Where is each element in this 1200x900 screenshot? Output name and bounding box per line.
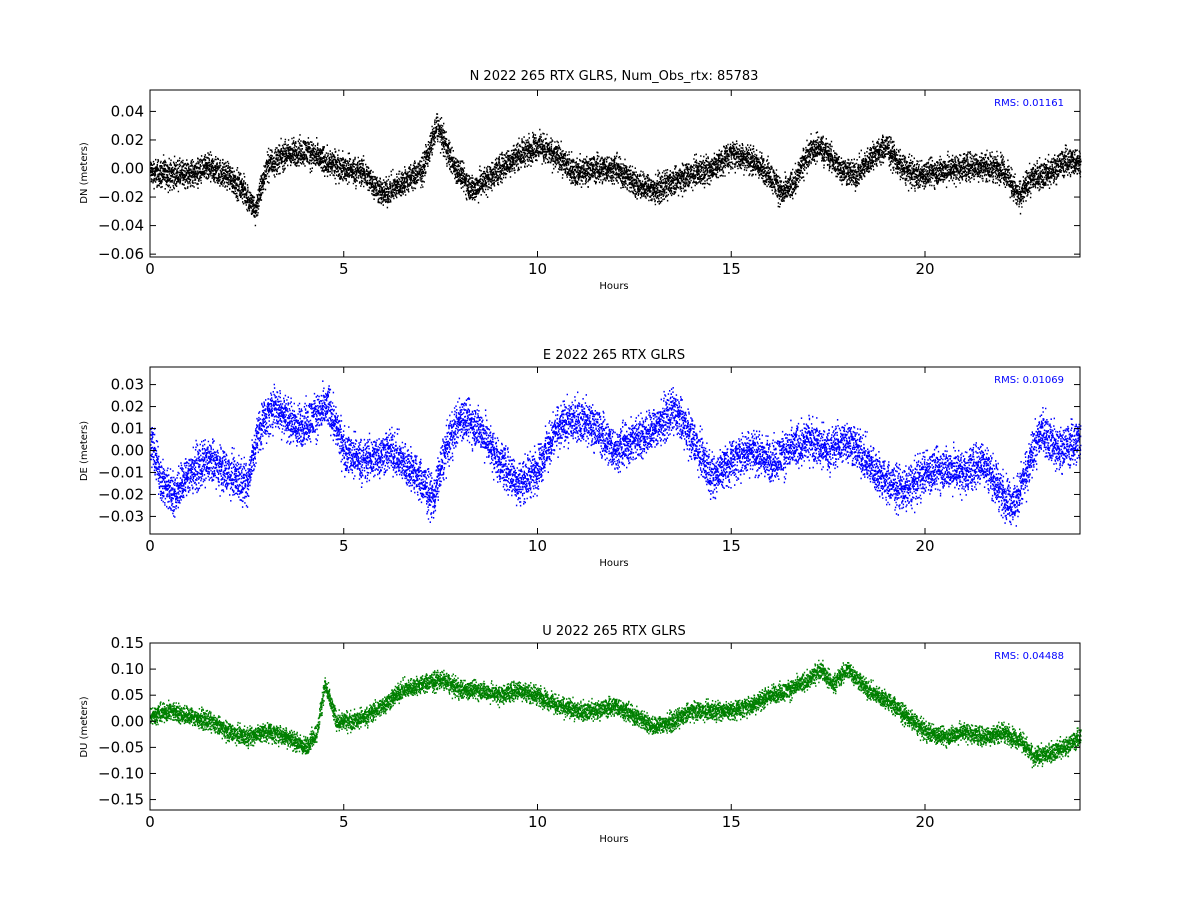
east-xtick-label: 0 xyxy=(145,537,155,555)
north-point-batch xyxy=(821,134,1048,215)
east-x-axis-label: Hours xyxy=(599,558,628,569)
up-point-batch xyxy=(149,677,376,755)
east-xtick-label: 20 xyxy=(915,537,934,555)
north-xtick-label: 0 xyxy=(145,260,155,278)
up-points xyxy=(149,659,1082,769)
east-point-batch xyxy=(150,380,376,518)
north-ytick-label: 0.00 xyxy=(111,160,144,178)
up-xtick-label: 0 xyxy=(145,813,155,831)
east-rms-label: RMS: 0.01069 xyxy=(994,375,1064,386)
north-x-axis-label: Hours xyxy=(599,281,628,292)
north-xtick-label: 10 xyxy=(528,260,547,278)
east-point-batch xyxy=(1045,417,1082,475)
north-rms-label: RMS: 0.01161 xyxy=(994,98,1064,109)
east-point-batch xyxy=(597,387,824,500)
east-ytick-label: −0.02 xyxy=(98,485,144,503)
up-axes-frame xyxy=(149,642,1081,811)
up-ytick-label: −0.15 xyxy=(98,791,144,809)
up-point-batch xyxy=(1046,727,1082,764)
north-ytick-label: 0.02 xyxy=(111,131,144,149)
east-ytick-label: 0.01 xyxy=(111,420,144,438)
up-xtick-label: 20 xyxy=(915,813,934,831)
north-xtick-label: 20 xyxy=(915,260,934,278)
north-ytick-label: −0.02 xyxy=(98,188,144,206)
north-points xyxy=(149,113,1082,227)
east-ytick-label: 0.02 xyxy=(111,398,144,416)
east-points xyxy=(150,380,1082,527)
north-ticks: 0 5 10 15 20 −0.06 −0.04 −0.02 0.00 0.02 0.04 xyxy=(98,90,1080,278)
east-title: E 2022 265 RTX GLRS xyxy=(543,348,685,363)
east-point-batch xyxy=(821,407,1047,527)
north-ytick-label: −0.04 xyxy=(98,217,144,235)
up-ytick-label: 0.10 xyxy=(111,660,144,678)
east-panel: E 2022 265 RTX GLRS 0 5 10 15 20 −0.03 −0.02 −0… xyxy=(79,348,1082,569)
up-xtick-label: 5 xyxy=(339,813,349,831)
up-point-batch xyxy=(373,669,600,723)
east-xtick-label: 5 xyxy=(339,537,349,555)
east-ytick-label: 0.03 xyxy=(111,376,144,394)
north-xtick-label: 15 xyxy=(722,260,741,278)
up-ytick-label: 0.00 xyxy=(111,712,144,730)
north-point-batch xyxy=(149,134,376,227)
up-xtick-label: 15 xyxy=(722,813,741,831)
up-ytick-label: −0.05 xyxy=(98,738,144,756)
up-title: U 2022 265 RTX GLRS xyxy=(542,624,685,639)
up-rms-label: RMS: 0.04488 xyxy=(994,651,1064,662)
east-y-axis-label: DE (meters) xyxy=(79,421,90,481)
east-ticks: 0 5 10 15 20 −0.03 −0.02 −0.01 0.00 0.01 0.02 0.03 xyxy=(98,367,1080,555)
north-point-batch xyxy=(597,131,824,208)
up-y-axis-label: DU (meters) xyxy=(79,696,90,757)
north-axes-frame xyxy=(149,89,1081,258)
east-ytick-label: −0.01 xyxy=(98,463,144,481)
north-panel: N 2022 265 RTX GLRS, Num_Obs_rtx: 85783 … xyxy=(79,69,1082,292)
east-ytick-label: 0.00 xyxy=(111,442,144,460)
north-xtick-label: 5 xyxy=(339,260,349,278)
up-ytick-label: 0.15 xyxy=(111,634,144,652)
north-point-batch xyxy=(1045,144,1082,189)
up-panel: U 2022 265 RTX GLRS 0 5 10 15 20 −0.15 −0.10 −0… xyxy=(79,624,1082,845)
up-point-batch xyxy=(821,659,1048,769)
up-point-batch xyxy=(597,659,824,735)
east-point-batch xyxy=(373,391,600,523)
up-x-axis-label: Hours xyxy=(599,834,628,845)
north-title: N 2022 265 RTX GLRS, Num_Obs_rtx: 85783 xyxy=(470,69,759,84)
north-point-batch xyxy=(373,113,600,209)
north-ytick-label: −0.06 xyxy=(98,245,144,263)
up-ytick-label: 0.05 xyxy=(111,686,144,704)
up-xtick-label: 10 xyxy=(528,813,547,831)
east-xtick-label: 15 xyxy=(722,537,741,555)
east-xtick-label: 10 xyxy=(528,537,547,555)
up-ticks: 0 5 10 15 20 −0.15 −0.10 −0.05 0.00 0.05 0.10 0.15 xyxy=(98,634,1080,831)
north-y-axis-label: DN (meters) xyxy=(79,142,90,204)
east-ytick-label: −0.03 xyxy=(98,507,144,525)
up-ytick-label: −0.10 xyxy=(98,764,144,782)
north-ytick-label: 0.04 xyxy=(111,102,144,120)
